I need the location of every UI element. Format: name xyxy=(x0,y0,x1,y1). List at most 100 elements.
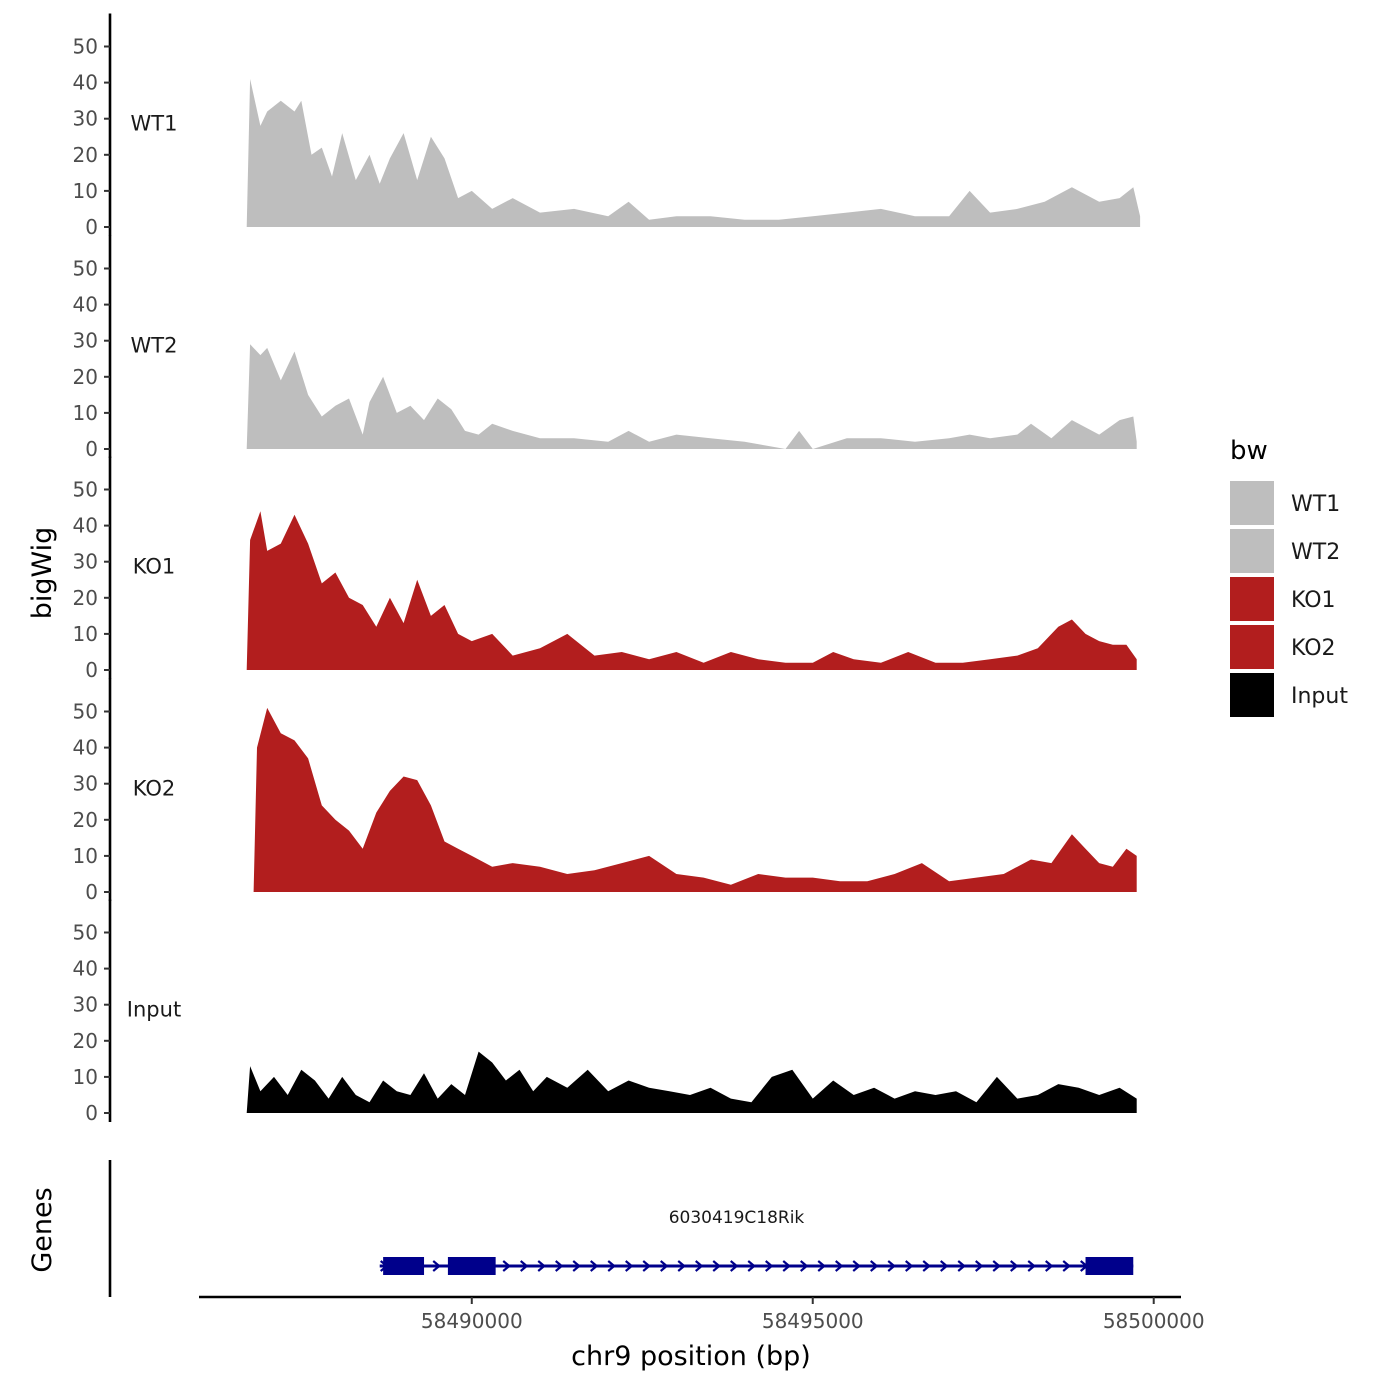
y-tick-label: 40 xyxy=(73,736,98,760)
strand-arrow-icon xyxy=(432,1260,441,1272)
legend-key-wt1 xyxy=(1230,481,1274,525)
y-tick-label: 50 xyxy=(73,257,98,281)
y-tick-label: 40 xyxy=(73,957,98,981)
strand-arrow-icon xyxy=(940,1260,949,1272)
gene-panel: 6030419C18Rik xyxy=(108,1160,1134,1297)
strand-arrow-icon xyxy=(975,1260,984,1272)
legend: bw WT1 WT2 KO1 KO2 Input xyxy=(1230,436,1348,717)
x-axis-title: chr9 position (bp) xyxy=(571,1341,811,1372)
genes-axis-title: Genes xyxy=(27,1187,58,1272)
y-tick-label: 20 xyxy=(73,143,98,167)
x-tick-label: 58490000 xyxy=(421,1309,523,1333)
y-tick-label: 40 xyxy=(73,71,98,95)
y-tick-label: 20 xyxy=(73,586,98,610)
y-tick-label: 50 xyxy=(73,700,98,724)
strand-arrow-icon xyxy=(817,1260,826,1272)
track-label: KO2 xyxy=(133,777,176,801)
track-label: WT1 xyxy=(131,112,178,136)
track-wt1: 0 10 20 30 40 50 WT1 xyxy=(73,13,1141,239)
y-tick-label: 30 xyxy=(73,550,98,574)
legend-title: bw xyxy=(1230,436,1268,466)
y-tick-label: 10 xyxy=(73,622,98,646)
y-tick-label: 0 xyxy=(85,437,98,461)
strand-arrow-icon xyxy=(1062,1260,1071,1272)
strand-arrow-icon xyxy=(835,1260,844,1272)
strand-arrow-icon xyxy=(712,1260,721,1272)
legend-label: WT2 xyxy=(1291,540,1340,565)
gene-name-label: 6030419C18Rik xyxy=(669,1208,805,1228)
area-wt1 xyxy=(246,79,1141,227)
y-tick-label: 20 xyxy=(73,1029,98,1053)
y-tick-label: 50 xyxy=(73,478,98,502)
gene-exon xyxy=(1085,1257,1134,1275)
strand-arrow-icon xyxy=(782,1260,791,1272)
strand-arrow-icon xyxy=(642,1260,651,1272)
track-ko2: 0 10 20 30 40 50 KO2 xyxy=(73,678,1137,904)
strand-arrow-icon xyxy=(502,1260,511,1272)
x-axis: 58490000 58495000 58500000 xyxy=(199,1295,1205,1333)
strand-arrow-icon xyxy=(747,1260,756,1272)
strand-arrow-icon xyxy=(1027,1260,1036,1272)
y-tick-label: 20 xyxy=(73,808,98,832)
y-tick-label: 10 xyxy=(73,401,98,425)
gene-exon xyxy=(447,1257,496,1275)
legend-label: WT1 xyxy=(1291,492,1340,517)
track-input: 0 10 20 30 40 50 Input xyxy=(73,899,1137,1125)
y-tick-label: 30 xyxy=(73,993,98,1017)
legend-label: KO1 xyxy=(1291,588,1336,613)
gene-exon xyxy=(383,1257,425,1275)
y-tick-label: 30 xyxy=(73,329,98,353)
strand-arrow-icon xyxy=(992,1260,1001,1272)
strand-arrow-icon xyxy=(572,1260,581,1272)
y-tick-label: 0 xyxy=(85,1101,98,1125)
x-tick-label: 58495000 xyxy=(762,1309,864,1333)
y-tick-label: 40 xyxy=(73,293,98,317)
coverage-tracks: 0 10 20 30 40 50 WT1 0 10 20 30 40 50 WT2 0 10 20 30 40 50 K… xyxy=(73,13,1141,1125)
strand-arrow-icon xyxy=(607,1260,616,1272)
y-tick-label: 10 xyxy=(73,1065,98,1089)
strand-arrow-icon xyxy=(870,1260,879,1272)
y-tick-label: 30 xyxy=(73,772,98,796)
strand-arrow-icon xyxy=(537,1260,546,1272)
area-input xyxy=(246,1051,1137,1113)
strand-arrow-icon xyxy=(887,1260,896,1272)
strand-arrow-icon xyxy=(625,1260,634,1272)
y-tick-label: 50 xyxy=(73,921,98,945)
strand-arrow-icon xyxy=(677,1260,686,1272)
strand-arrow-icon xyxy=(660,1260,669,1272)
strand-arrow-icon xyxy=(922,1260,931,1272)
x-tick-label: 58500000 xyxy=(1103,1309,1205,1333)
track-label: KO1 xyxy=(133,555,176,579)
track-ko1: 0 10 20 30 40 50 KO1 xyxy=(73,456,1137,682)
legend-key-wt2 xyxy=(1230,529,1274,573)
y-tick-label: 30 xyxy=(73,107,98,131)
y-tick-label: 0 xyxy=(85,658,98,682)
strand-arrow-icon xyxy=(905,1260,914,1272)
track-label: Input xyxy=(127,998,181,1022)
legend-key-ko1 xyxy=(1230,577,1274,621)
strand-arrow-icon xyxy=(800,1260,809,1272)
strand-arrow-icon xyxy=(520,1260,529,1272)
strand-arrow-icon xyxy=(555,1260,564,1272)
legend-label: KO2 xyxy=(1291,636,1336,661)
y-tick-label: 0 xyxy=(85,215,98,239)
strand-arrow-icon xyxy=(765,1260,774,1272)
legend-key-ko2 xyxy=(1230,625,1274,669)
strand-arrow-icon xyxy=(590,1260,599,1272)
strand-arrow-icon xyxy=(957,1260,966,1272)
area-ko1 xyxy=(246,511,1137,670)
track-wt2: 0 10 20 30 40 50 WT2 xyxy=(73,235,1137,461)
track-label: WT2 xyxy=(131,334,178,358)
strand-arrow-icon xyxy=(730,1260,739,1272)
strand-arrow-icon xyxy=(1045,1260,1054,1272)
y-tick-label: 10 xyxy=(73,179,98,203)
y-tick-label: 40 xyxy=(73,514,98,538)
y-axis-title: bigWig xyxy=(27,527,58,620)
legend-label: Input xyxy=(1291,684,1348,709)
legend-key-input xyxy=(1230,673,1274,717)
strand-arrow-icon xyxy=(1010,1260,1019,1272)
y-tick-label: 50 xyxy=(73,35,98,59)
strand-arrow-icon xyxy=(695,1260,704,1272)
y-tick-label: 10 xyxy=(73,844,98,868)
